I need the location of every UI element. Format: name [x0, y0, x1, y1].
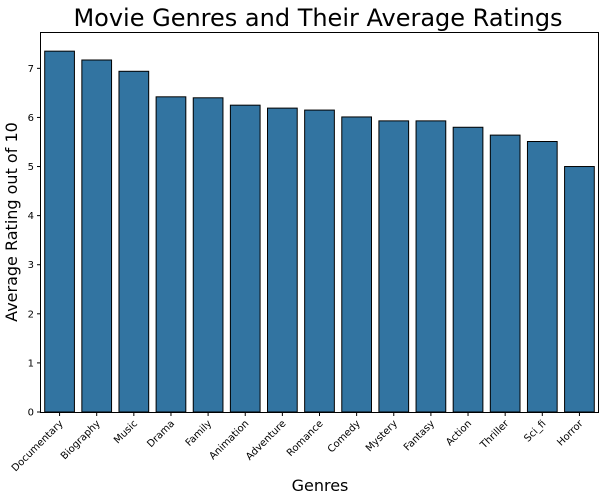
bar-action	[452, 126, 484, 413]
bar-mystery	[378, 120, 410, 413]
y-tick-label: 5	[28, 162, 34, 173]
x-tick-label: Romance	[285, 418, 326, 459]
x-tick-label: Music	[112, 418, 140, 446]
bar-family	[192, 97, 224, 413]
x-tick-label: Biography	[59, 418, 103, 462]
bar-adventure	[267, 107, 298, 413]
x-axis-label: Genres	[292, 476, 349, 495]
x-tick-label: Comedy	[326, 418, 363, 455]
y-axis-label: Average Rating out of 10	[2, 122, 21, 322]
bar-comedy	[341, 116, 372, 413]
x-tick-label: Horror	[555, 418, 586, 449]
x-tick-label: Documentary	[10, 418, 66, 474]
y-tick-label: 4	[28, 211, 34, 222]
bar-thriller	[489, 134, 521, 413]
bars-group	[44, 50, 595, 413]
y-tick-label: 3	[28, 260, 34, 271]
bar-animation	[229, 104, 261, 413]
x-tick-label: Thriller	[478, 418, 512, 452]
bar-romance	[304, 109, 335, 413]
bar-music	[118, 70, 150, 413]
x-tick-label: Mystery	[364, 418, 400, 454]
x-tick-label: Family	[184, 418, 215, 449]
chart-title: Movie Genres and Their Average Ratings	[73, 4, 562, 32]
y-tick-label: 6	[28, 113, 34, 124]
bar-drama	[155, 96, 187, 413]
x-tick-label: Drama	[145, 418, 177, 450]
bar-fantasy	[415, 120, 447, 413]
y-tick-label: 0	[28, 408, 34, 419]
bar-documentary	[44, 50, 75, 413]
bar-sci-fi	[526, 141, 558, 413]
y-tick-label: 2	[28, 309, 34, 320]
x-tick-label: Adventure	[244, 418, 288, 462]
y-tick-label: 1	[28, 358, 34, 369]
y-axis: 0 1 2 3 4 5 6 7	[28, 64, 41, 419]
bar-horror	[564, 166, 595, 413]
x-tick-label: Action	[444, 418, 474, 448]
y-tick-label: 7	[28, 64, 34, 75]
x-tick-label: Sci_fi	[522, 418, 548, 444]
x-tick-label: Fantasy	[402, 418, 437, 453]
bar-biography	[81, 59, 113, 413]
